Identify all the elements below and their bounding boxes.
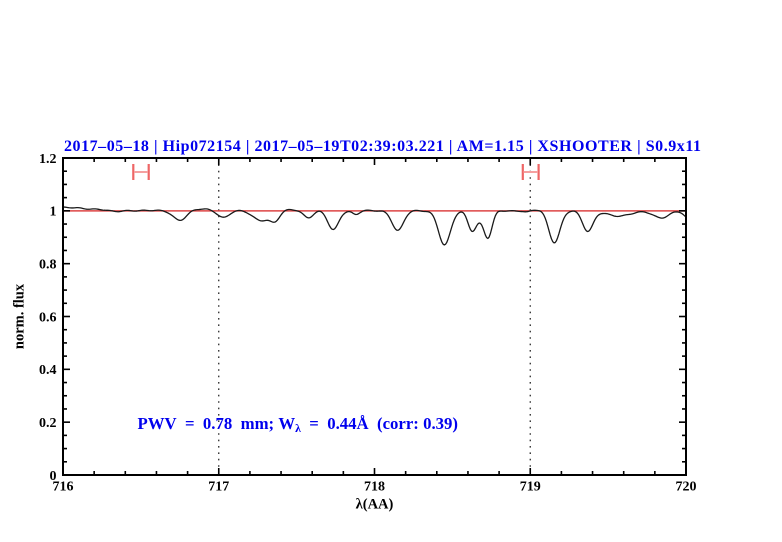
- svg-text:716: 716: [53, 480, 74, 495]
- svg-text:0.2: 0.2: [39, 416, 57, 431]
- svg-text:1: 1: [50, 205, 57, 220]
- svg-text:0.8: 0.8: [39, 258, 57, 273]
- svg-text:1.2: 1.2: [39, 152, 57, 167]
- svg-text:PWV = 0.78 mm; Wλ = 0.44Å: PWV = 0.78 mm; Wλ = 0.44Å (corr: 0.39): [138, 414, 459, 435]
- svg-text:0.6: 0.6: [39, 310, 57, 325]
- svg-text:718: 718: [364, 480, 385, 495]
- svg-text:0.4: 0.4: [39, 363, 57, 378]
- svg-text:717: 717: [208, 480, 229, 495]
- svg-text:norm. flux: norm. flux: [12, 283, 28, 349]
- svg-text:2017–05–18 | Hip072154 | 2017–: 2017–05–18 | Hip072154 | 2017–05–19T02:3…: [64, 138, 701, 155]
- svg-text:λ(AA): λ(AA): [356, 497, 394, 513]
- svg-text:0: 0: [50, 469, 57, 484]
- svg-text:719: 719: [520, 480, 541, 495]
- svg-text:720: 720: [676, 480, 697, 495]
